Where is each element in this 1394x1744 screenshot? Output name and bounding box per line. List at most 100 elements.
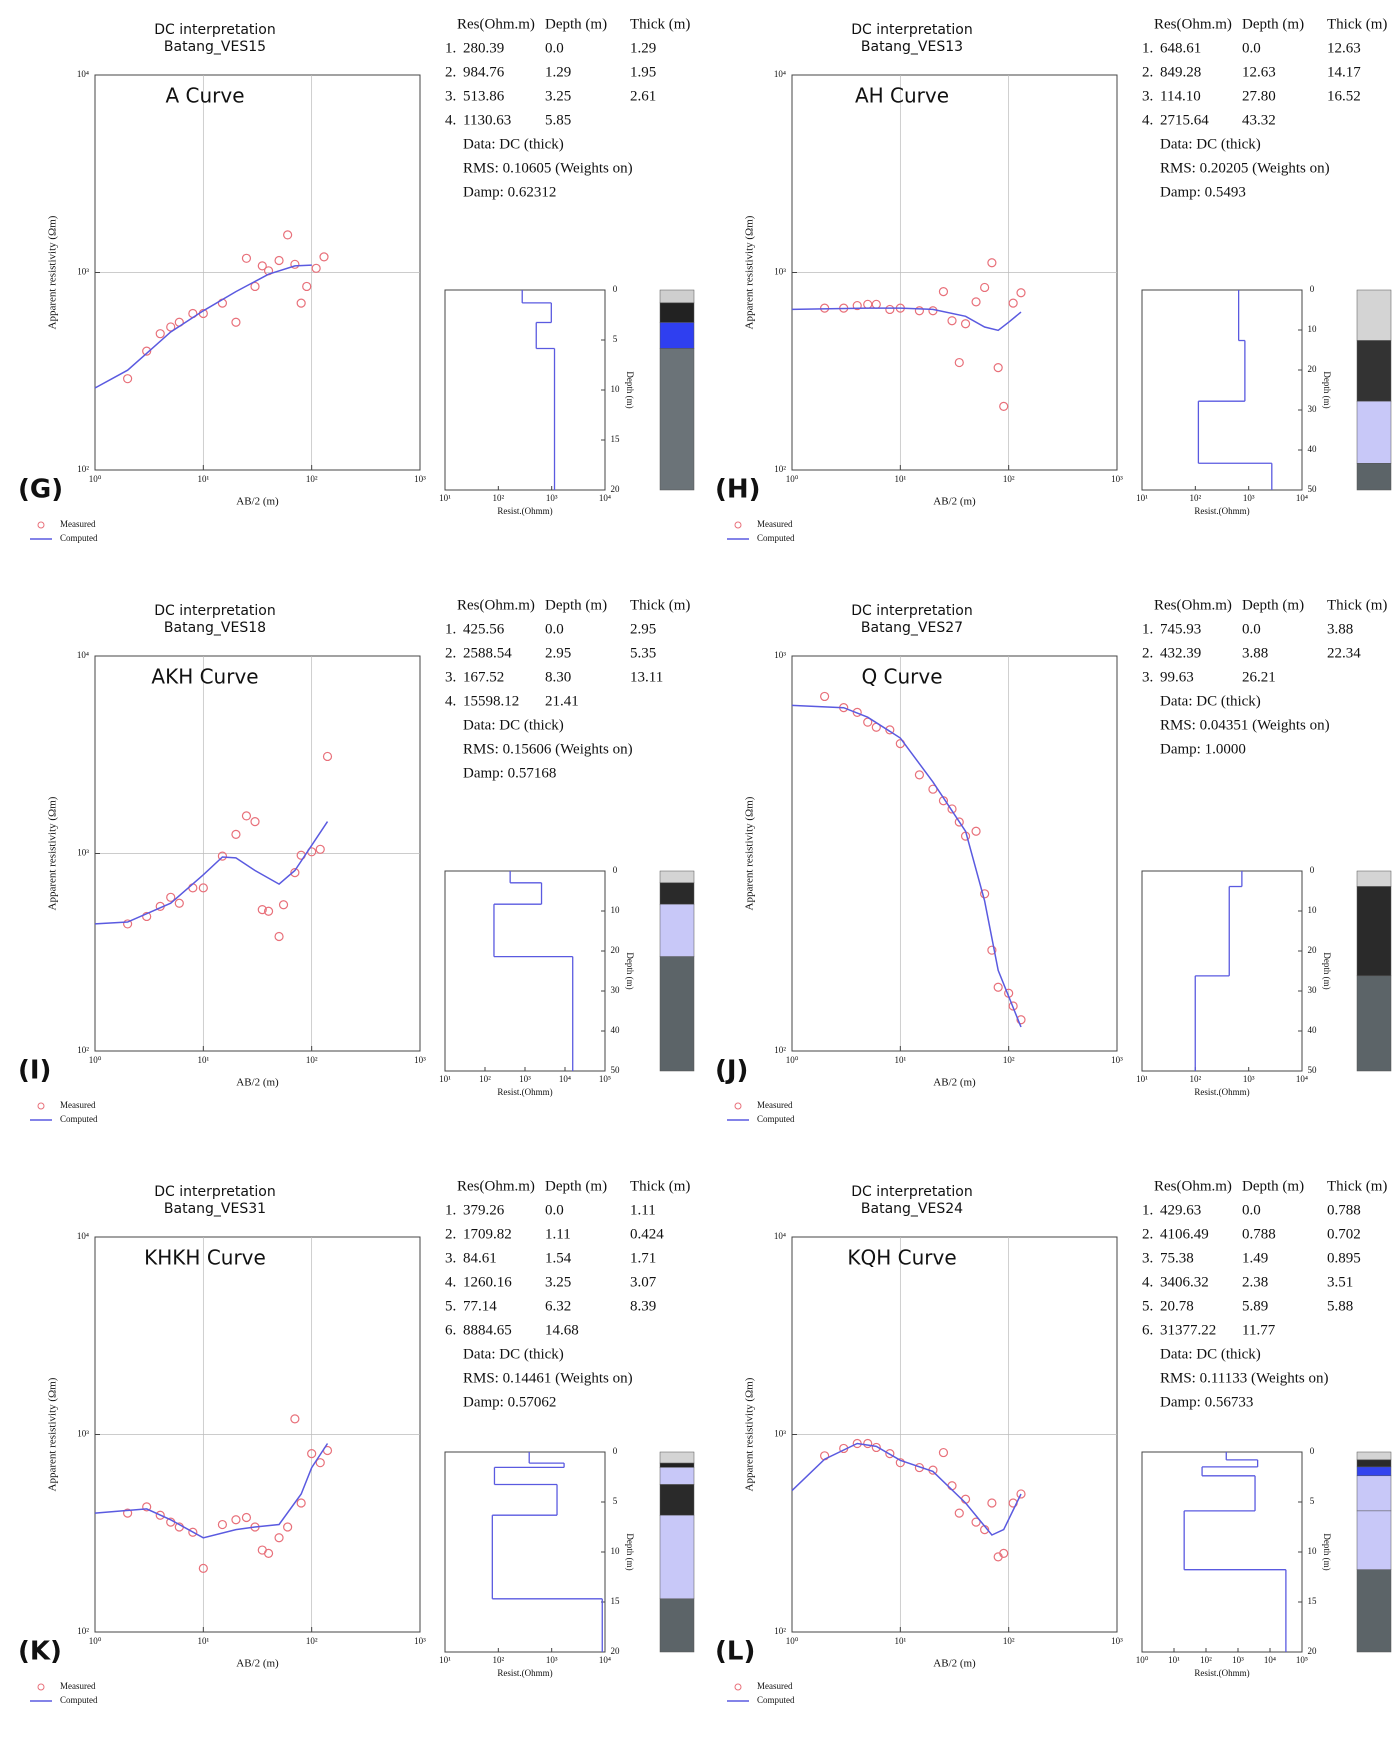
computed-curve — [94, 264, 312, 389]
table-cell: 5. — [445, 1298, 456, 1314]
table-cell: 1. — [445, 1202, 456, 1218]
table-cell: 8.30 — [545, 669, 571, 685]
note: Damp: 1.0000 — [1160, 741, 1246, 757]
x-tick-label: 10¹ — [197, 474, 209, 484]
litho-layer — [659, 1462, 695, 1468]
table-header: Thick (m) — [630, 1178, 690, 1194]
measured-point — [231, 1515, 241, 1525]
legend-label: Measured — [757, 1100, 793, 1110]
y-tick-label: 10³ — [774, 650, 786, 660]
note: RMS: 0.04351 (Weights on) — [1160, 717, 1330, 733]
measured-point — [283, 1522, 293, 1532]
x-tick-label: 10⁰ — [786, 1055, 799, 1065]
litho-layer — [659, 302, 695, 323]
measured-point — [999, 1548, 1009, 1559]
measured-point — [123, 374, 133, 384]
measured-point — [947, 1481, 957, 1491]
measured-point — [166, 322, 176, 332]
litho-layer — [659, 956, 695, 1072]
model-x-tick-label: 10² — [492, 493, 504, 503]
x-tick-label: 10⁰ — [786, 1636, 799, 1646]
litho-layer — [659, 882, 695, 905]
table-cell: 2. — [445, 64, 456, 80]
y-axis-label: Apparent resistivity (Ωm) — [744, 1377, 756, 1491]
x-tick-label: 10³ — [1111, 474, 1123, 484]
table-cell: 14.17 — [1327, 64, 1361, 80]
model-y-tick-label: 0 — [613, 1446, 618, 1456]
litho-layer — [1356, 975, 1392, 1072]
plot-frame — [791, 655, 1118, 1052]
table-cell: 5.89 — [1242, 1298, 1268, 1314]
model-y-tick-label: 5 — [613, 1496, 618, 1506]
table-cell: 3406.32 — [1160, 1274, 1209, 1290]
model-y-label: Depth (m) — [1322, 371, 1332, 408]
litho-layer — [659, 870, 695, 884]
measured-point — [971, 1517, 981, 1527]
table-header: Res(Ohm.m) — [457, 1178, 535, 1194]
model-y-label: Depth (m) — [625, 371, 635, 408]
model-x-label: Resist.(Ohmm) — [497, 1668, 552, 1678]
table-cell: 2.38 — [1242, 1274, 1268, 1290]
legend-swatch — [734, 521, 742, 529]
subtitle: Batang_VES15 — [164, 39, 266, 55]
model-x-tick-label: 10⁴ — [559, 1074, 571, 1084]
model-x-tick-label: 10¹ — [1136, 1074, 1148, 1084]
measured-point — [971, 297, 981, 307]
table-cell: 425.56 — [463, 621, 505, 637]
litho-layer — [659, 903, 695, 957]
measured-point — [980, 282, 990, 293]
legend-label: Measured — [60, 519, 96, 529]
y-axis-label: Apparent resistivity (Ωm) — [47, 215, 59, 329]
table-header: Res(Ohm.m) — [457, 16, 535, 32]
model-y-tick-label: 15 — [611, 434, 621, 444]
model-y-tick-label: 0 — [613, 284, 618, 294]
measured-point — [274, 1533, 284, 1543]
measured-point — [895, 1458, 905, 1468]
litho-layer — [1356, 1466, 1392, 1477]
measured-point — [263, 906, 274, 916]
model-x-tick-label: 10² — [492, 1655, 504, 1665]
table-cell: 1.29 — [545, 64, 571, 80]
measured-point — [290, 259, 300, 269]
table-header: Thick (m) — [630, 597, 690, 613]
table-cell: 849.28 — [1160, 64, 1201, 80]
measured-point — [954, 357, 964, 368]
table-cell: 1260.16 — [463, 1274, 512, 1290]
measured-point — [155, 329, 165, 339]
model-x-tick-label: 10⁵ — [599, 1074, 611, 1084]
table-cell: 8884.65 — [463, 1322, 512, 1338]
table-cell: 0.788 — [1327, 1202, 1361, 1218]
measured-point — [993, 982, 1003, 992]
model-x-tick-label: 10¹ — [1136, 493, 1148, 503]
table-cell: 4. — [445, 693, 456, 709]
table-cell: 745.93 — [1160, 621, 1201, 637]
table-cell: 2588.54 — [463, 645, 512, 661]
panel-letter: (I) — [18, 1056, 51, 1086]
y-tick-label: 10⁴ — [77, 69, 89, 79]
x-tick-label: 10² — [1003, 474, 1015, 484]
computed-curve — [791, 307, 1022, 332]
measured-point — [1016, 1015, 1026, 1025]
x-tick-label: 10¹ — [197, 1636, 209, 1646]
y-tick-label: 10² — [774, 1045, 786, 1055]
table-header: Res(Ohm.m) — [1154, 597, 1232, 613]
x-axis-label: AB/2 (m) — [933, 1077, 976, 1089]
litho-layer — [659, 1467, 695, 1485]
measured-point — [954, 1508, 964, 1518]
table-cell: 984.76 — [463, 64, 505, 80]
model-y-tick-label: 10 — [1308, 905, 1318, 915]
model-y-label: Depth (m) — [1322, 1533, 1332, 1570]
y-tick-label: 10² — [77, 1045, 89, 1055]
x-tick-label: 10¹ — [894, 1055, 906, 1065]
note: Data: DC (thick) — [463, 136, 564, 152]
y-axis-label: Apparent resistivity (Ωm) — [744, 215, 756, 329]
table-header: Depth (m) — [1242, 16, 1304, 32]
model-y-tick-label: 40 — [1308, 1025, 1318, 1035]
model-y-tick-label: 15 — [611, 1596, 621, 1606]
table-cell: 5.35 — [630, 645, 656, 661]
measured-point — [311, 263, 321, 273]
measured-point — [290, 868, 300, 878]
table-cell: 5. — [1142, 1298, 1153, 1314]
